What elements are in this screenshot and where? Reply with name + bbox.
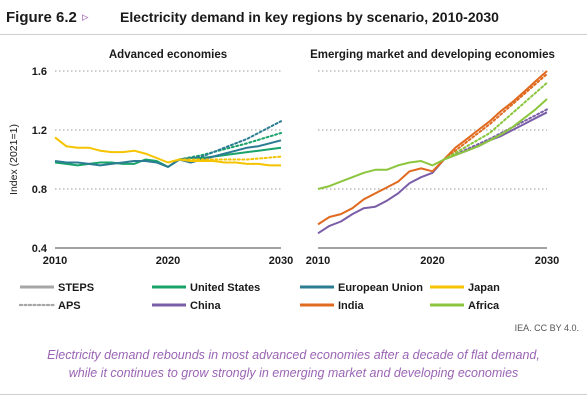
footer-divider — [0, 394, 587, 395]
legend-label: China — [190, 300, 221, 312]
legend-label: APS — [58, 300, 81, 312]
credit-text: IEA. CC BY 4.0. — [514, 323, 579, 333]
figure-caption: Electricity demand rebounds in most adva… — [0, 346, 587, 382]
series-steps-india — [317, 70, 548, 226]
series-steps-japan — [54, 136, 281, 167]
legend-label: Japan — [468, 282, 500, 294]
legend-label: India — [338, 300, 365, 312]
y-tick-label: 0.8 — [32, 184, 47, 196]
x-tick-label: 2010 — [43, 255, 67, 267]
series-steps-china — [317, 111, 548, 235]
chart-area: Advanced economies 2010 2020 2030 0.4 0.8 1.2 1… — [8, 49, 559, 312]
panel-title-advanced: Advanced economies — [109, 49, 227, 61]
x-tick-label: 2010 — [306, 255, 330, 267]
x-tick-label: 2020 — [420, 255, 444, 267]
panel-emerging-economies: Emerging market and developing economies… — [306, 49, 559, 267]
figure-header: Figure 6.2 ▹ Electricity demand in key r… — [0, 0, 587, 36]
series-aps-china — [443, 108, 548, 161]
chart-legend: STEPS APS United States China European Union… — [18, 282, 500, 312]
legend-label: United States — [190, 282, 260, 294]
figure-arrow-icon: ▹ — [82, 9, 89, 24]
legend-label: European Union — [338, 282, 423, 294]
panel-advanced-economies: Advanced economies 2010 2020 2030 0.4 0.8 1.2 1… — [8, 49, 293, 267]
y-tick-label: 1.6 — [32, 66, 47, 78]
series-aps-india — [443, 73, 548, 161]
caption-line-1: Electricity demand rebounds in most adva… — [47, 348, 540, 362]
series-aps-africa — [443, 81, 548, 161]
legend-label: Africa — [468, 300, 500, 312]
y-tick-label: 1.2 — [32, 125, 47, 137]
figure-number: Figure 6.2 — [6, 9, 77, 26]
figure-title: Electricity demand in key regions by sce… — [120, 9, 499, 25]
x-tick-label: 2020 — [156, 255, 180, 267]
series-steps-africa — [317, 98, 548, 190]
x-tick-label: 2030 — [269, 255, 293, 267]
caption-line-2: while it continues to grow strongly in e… — [68, 366, 519, 380]
series-aps-european-union — [178, 120, 282, 161]
series-aps-japan — [178, 155, 282, 161]
series-aps-united-states — [178, 132, 282, 161]
panel-title-emerging: Emerging market and developing economies — [310, 49, 555, 61]
legend-label: STEPS — [58, 282, 94, 294]
y-tick-label: 0.4 — [32, 243, 48, 255]
series-steps-european-union — [54, 139, 282, 168]
x-tick-label: 2030 — [535, 255, 559, 267]
header-divider — [0, 34, 587, 35]
y-axis-label: Index (2021=1) — [8, 124, 20, 195]
